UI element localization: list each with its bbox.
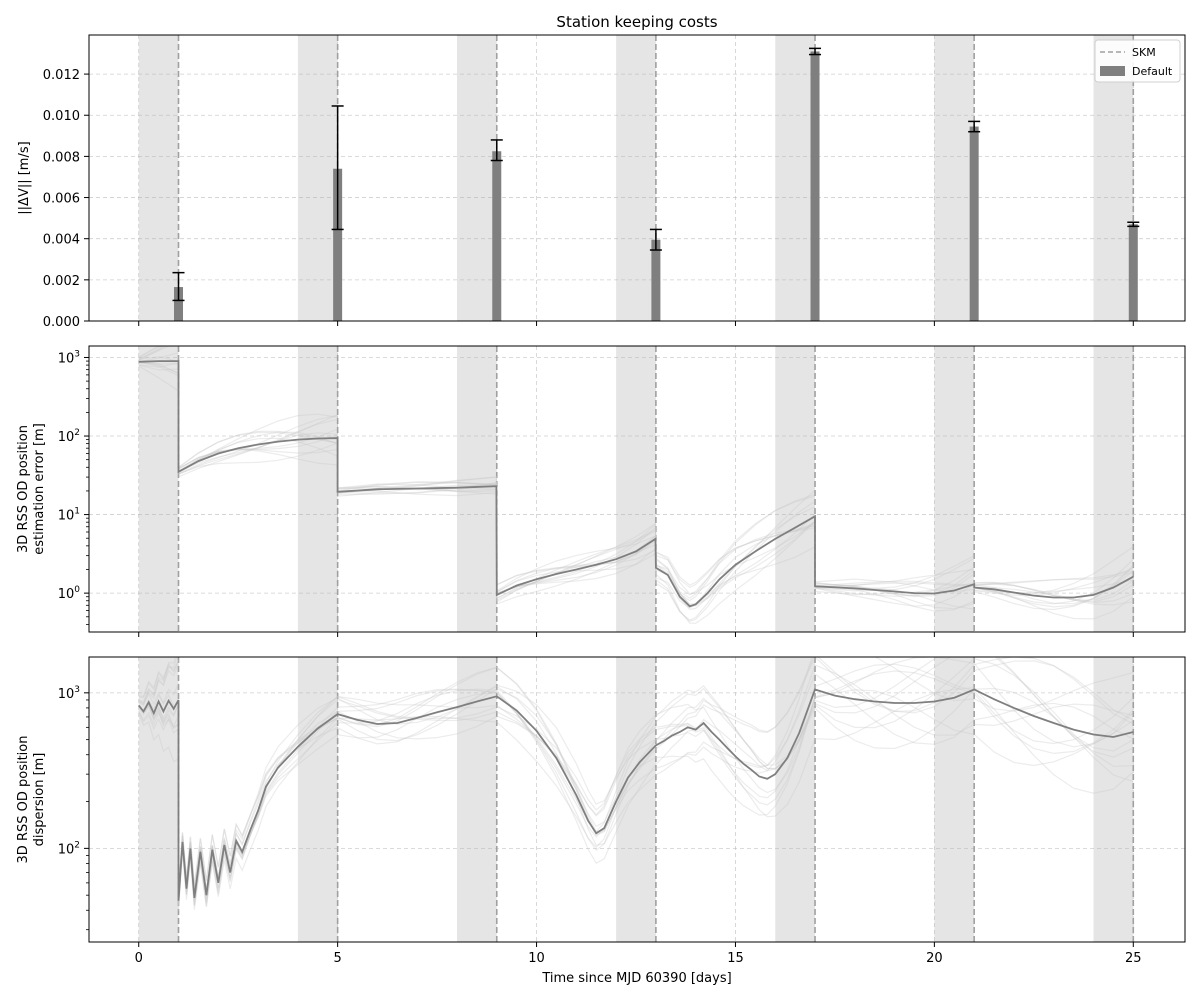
sample-curve: [138, 362, 1134, 611]
tracking-window: [297, 346, 338, 632]
chart-title: Station keeping costs: [556, 13, 717, 31]
tracking-window: [616, 35, 656, 321]
y-tick-label: 102: [58, 428, 80, 445]
y-axis-label-line: 3D RSS OD position: [16, 425, 31, 553]
legend-swatch-default: [1100, 66, 1125, 76]
dv-bar: [969, 126, 979, 321]
x-axis-label: Time since MJD 60390 [days]: [541, 971, 731, 986]
axes-frame: [88, 345, 1186, 633]
legend: SKM Default: [1094, 39, 1181, 83]
plot-area: [89, 346, 1185, 632]
y-tick-label: 0.008: [43, 150, 80, 165]
tracking-window: [616, 657, 656, 942]
od-estimation-error-panel: 100 101 102 103 3D RSS OD position estimation…: [16, 345, 1186, 637]
main-series-line: [137, 688, 1134, 901]
tracking-window: [934, 657, 975, 942]
axes-frame: [88, 34, 1186, 322]
dv-bar: [492, 151, 502, 321]
dv-bar: [333, 168, 343, 321]
tracking-window: [775, 35, 816, 321]
sample-curve: [138, 362, 1134, 621]
x-tick-label: 0: [135, 951, 143, 966]
plot-area: [89, 35, 1185, 321]
x-tick-label: 5: [333, 951, 341, 966]
x-tick-label: 10: [528, 951, 545, 966]
sample-curve: [138, 352, 1134, 609]
y-tick-label: 0.002: [43, 274, 80, 289]
dv-bar: [1128, 224, 1138, 321]
y-tick-label: 0.004: [43, 233, 80, 248]
sample-curve: [138, 346, 1134, 599]
tracking-window: [775, 657, 816, 942]
dv-bar: [810, 51, 820, 321]
x-tick-label: 15: [727, 951, 744, 966]
y-tick-label: 0.006: [43, 192, 80, 207]
sample-curve: [138, 657, 1134, 895]
y-tick-label: 100: [58, 585, 81, 602]
sample-curve: [138, 346, 1134, 602]
sample-curve: [138, 657, 1134, 901]
sample-curve: [138, 657, 1134, 895]
tracking-window: [934, 346, 975, 632]
tracking-window: [775, 346, 816, 632]
sample-curve: [138, 364, 1134, 622]
tracking-window: [456, 657, 497, 942]
tracking-window: [456, 346, 497, 632]
sample-curve: [138, 361, 1134, 620]
tracking-window: [138, 346, 179, 632]
sample-curve: [138, 346, 1134, 601]
sample-curve: [138, 664, 1134, 904]
y-tick-label: 0.012: [43, 68, 80, 83]
sample-curve: [138, 658, 1134, 895]
legend-label: SKM: [1132, 46, 1156, 59]
tracking-window: [297, 35, 338, 321]
main-series-line: [138, 360, 1134, 608]
tracking-window: [138, 35, 179, 321]
tracking-window: [616, 346, 656, 632]
sample-curve: [138, 365, 1134, 624]
x-tick-label: 25: [1125, 951, 1142, 966]
sample-curve: [138, 361, 1134, 608]
y-axis-label-line: estimation error [m]: [32, 423, 47, 555]
y-tick-label: 0.010: [43, 109, 80, 124]
x-tick-label: 20: [926, 951, 943, 966]
tracking-window: [1093, 35, 1134, 321]
sample-curve: [138, 346, 1134, 603]
sample-curve: [138, 673, 1134, 902]
tracking-window: [1093, 657, 1134, 942]
od-dispersion-panel: 0 5 10 15 20 25 102 103 3D RSS OD position disper…: [16, 656, 1186, 966]
y-tick-label: 0.000: [43, 315, 80, 330]
dv-bar: [174, 287, 184, 321]
tracking-window: [1093, 346, 1134, 632]
y-tick-label: 103: [58, 349, 80, 366]
plot-area: [89, 657, 1185, 942]
y-tick-label: 102: [58, 840, 80, 857]
y-axis-label-line: 3D RSS OD position: [16, 736, 31, 864]
tracking-window: [934, 35, 975, 321]
legend-label: Default: [1132, 65, 1173, 78]
sample-curve: [138, 657, 1134, 892]
sample-curve: [138, 356, 1134, 605]
dv-bar: [651, 239, 661, 321]
y-axis-label-line: dispersion [m]: [32, 753, 47, 847]
sample-curve: [138, 657, 1134, 893]
y-tick-label: 103: [58, 685, 80, 702]
sample-curve: [138, 657, 1134, 902]
tracking-window: [297, 657, 338, 942]
delta-v-panel: 0.000 0.002 0.004 0.006 0.008 0.010 0.012 ||ΔV|…: [17, 34, 1186, 330]
y-tick-label: 101: [58, 507, 80, 524]
y-axis-label: ||ΔV|| [m/s]: [17, 141, 32, 214]
sample-curve: [138, 670, 1134, 906]
tracking-window: [456, 35, 497, 321]
axes-frame: [88, 656, 1186, 943]
